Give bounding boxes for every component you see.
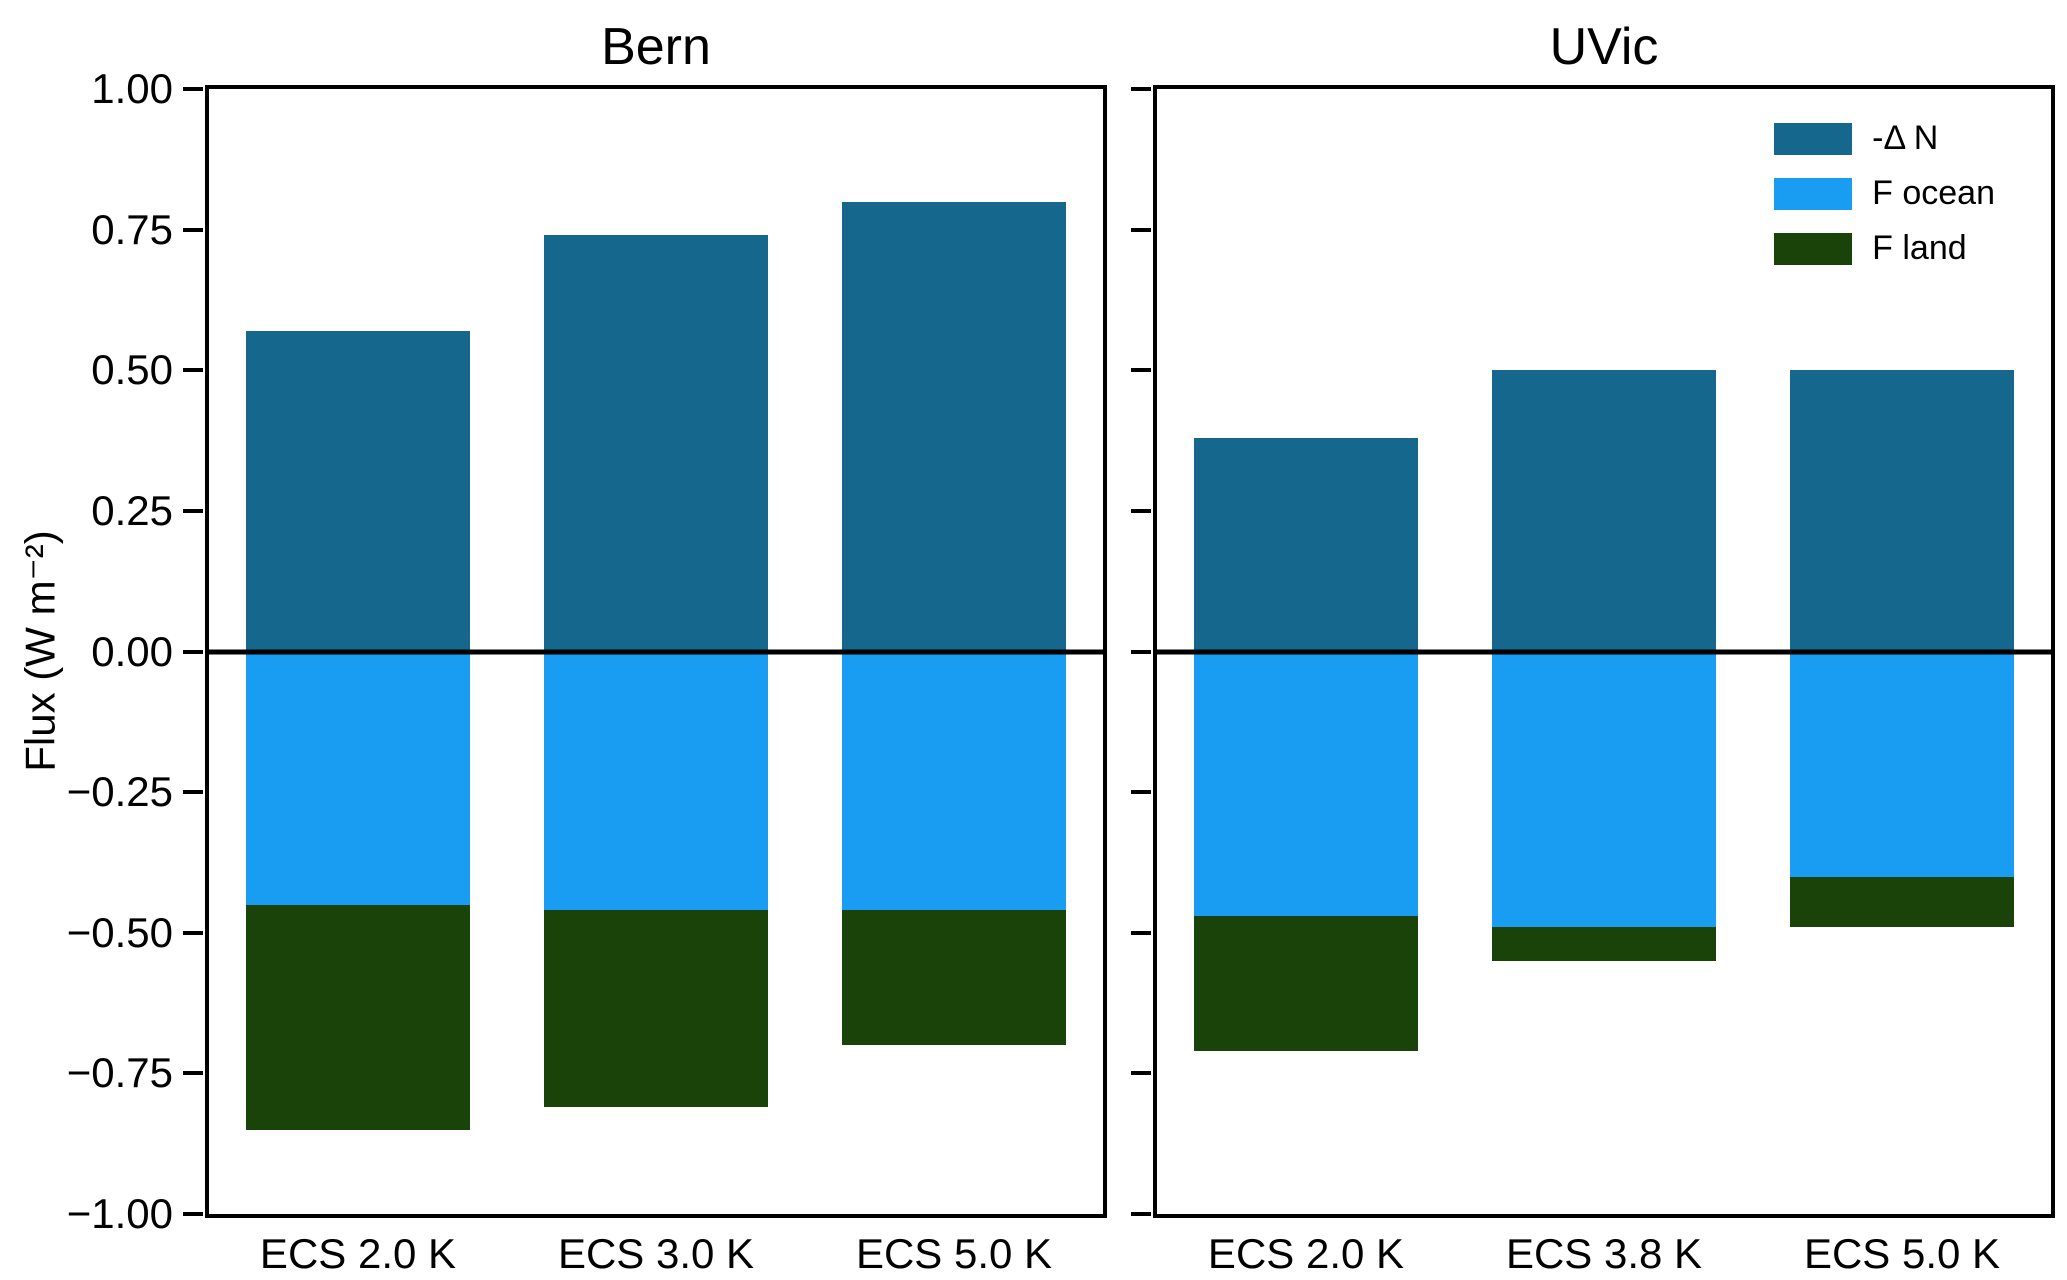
y-tick [183, 930, 203, 935]
bar-segment-dN [1194, 437, 1418, 652]
panel-title-bern: Bern [601, 18, 711, 76]
bars-container [1157, 89, 2051, 1214]
legend-label: F land [1872, 229, 1967, 267]
bar-segment-dN [246, 330, 470, 652]
y-tick [183, 1071, 203, 1076]
bar-segment-land [842, 910, 1066, 1046]
legend-row: F ocean [1774, 174, 1995, 213]
bar-segment-ocean [1492, 651, 1716, 928]
y-tick [1131, 1212, 1151, 1216]
y-tick [183, 87, 203, 91]
panel-bern: Bern 1.00 0.75 0.50 0.25 0.00 −0.25 −0.50 −0.75… [67, 18, 1107, 1277]
y-tick [183, 1212, 203, 1216]
x-tick-label: ECS 5.0 K [855, 1230, 1053, 1277]
legend-row: F land [1774, 229, 1995, 268]
bar-segment-dN [842, 201, 1066, 652]
y-tick [1131, 930, 1151, 935]
y-tick [183, 227, 203, 232]
y-axis-label: Flux (W m⁻²) [16, 530, 64, 772]
y-tick [183, 368, 203, 373]
y-tick-label: −0.75 [66, 1049, 173, 1097]
y-tick-label: 0.25 [91, 486, 173, 534]
y-tick-label: −0.50 [66, 908, 173, 956]
bar-segment-land [1492, 927, 1716, 961]
x-tick-label: ECS 5.0 K [1803, 1230, 2001, 1277]
bar-segment-ocean [1194, 651, 1418, 916]
x-tick-label: ECS 2.0 K [1207, 1230, 1405, 1277]
y-tick [1131, 790, 1151, 795]
y-tick-label: −0.25 [66, 768, 173, 816]
bar-segment-dN [1492, 370, 1716, 652]
legend: -Δ N F ocean F land [1774, 119, 1995, 268]
bar-segment-dN [1790, 370, 2014, 652]
y-tick [183, 508, 203, 513]
y-tick [183, 790, 203, 795]
zero-line [1157, 649, 2051, 654]
y-tick [1131, 649, 1151, 654]
bar-segment-ocean [842, 651, 1066, 911]
y-tick [1131, 227, 1151, 232]
legend-label: -Δ N [1872, 119, 1939, 157]
y-tick-label: −1.00 [66, 1190, 173, 1237]
bar-segment-land [1194, 915, 1418, 1051]
bar-segment-ocean [246, 651, 470, 905]
bar-segment-ocean [544, 651, 768, 911]
x-tick-label: ECS 3.8 K [1505, 1230, 1703, 1277]
legend-swatch [1774, 177, 1853, 210]
bar-segment-dN [544, 235, 768, 652]
y-tick [1131, 1071, 1151, 1076]
y-tick [183, 649, 203, 654]
legend-row: -Δ N [1774, 119, 1995, 158]
legend-swatch [1774, 232, 1853, 265]
y-tick-label: 0.50 [91, 346, 173, 394]
y-tick [1131, 368, 1151, 373]
bar-segment-land [246, 904, 470, 1130]
y-tick [1131, 87, 1151, 91]
zero-line [209, 649, 1103, 654]
panel-uvic: UVic ECS 2.0 K ECS 3.8 K ECS 5.0 K -Δ N F o… [1131, 18, 2055, 1277]
x-tick-label: ECS 3.0 K [557, 1230, 755, 1277]
y-tick-label: 0.75 [91, 205, 173, 253]
legend-swatch [1774, 122, 1853, 155]
bar-segment-ocean [1790, 651, 2014, 877]
legend-label: F ocean [1872, 174, 1995, 212]
y-tick [1131, 508, 1151, 513]
plot-row: Bern 1.00 0.75 0.50 0.25 0.00 −0.25 −0.50 −0.75… [67, 18, 2055, 1277]
y-tick-label: 0.00 [91, 627, 173, 675]
bar-segment-land [544, 910, 768, 1108]
bars-container [209, 89, 1103, 1214]
x-tick-label: ECS 2.0 K [259, 1230, 457, 1277]
panel-title-uvic: UVic [1549, 18, 1659, 76]
y-tick-label: 1.00 [91, 65, 173, 112]
bar-segment-land [1790, 876, 2014, 928]
